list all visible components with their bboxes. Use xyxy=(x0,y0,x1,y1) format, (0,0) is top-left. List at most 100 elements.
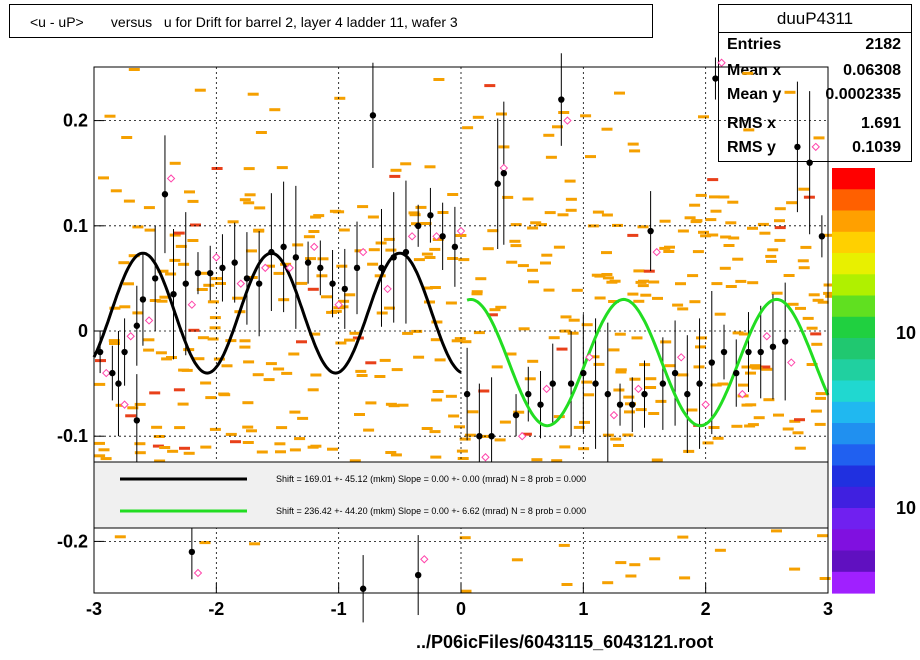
histogram-cell xyxy=(551,459,563,463)
histogram-cell xyxy=(541,253,553,257)
profile-point xyxy=(151,275,159,282)
profile-point xyxy=(537,401,544,408)
histogram-cell xyxy=(803,195,815,199)
profile-point xyxy=(439,233,446,240)
profile-point xyxy=(304,259,312,266)
histogram-cell xyxy=(424,256,436,259)
histogram-cell xyxy=(806,462,818,466)
profile-point xyxy=(359,585,367,592)
profile-point xyxy=(671,369,679,377)
open-marker xyxy=(481,453,490,462)
histogram-cell xyxy=(610,437,622,441)
histogram-cell xyxy=(494,438,506,442)
profile-point xyxy=(745,348,752,356)
histogram-cell xyxy=(527,226,539,230)
histogram-cell xyxy=(374,274,386,278)
histogram-cell xyxy=(797,259,809,263)
histogram-cell xyxy=(149,391,161,395)
histogram-cell xyxy=(459,437,471,441)
histogram-cell xyxy=(447,193,459,196)
histogram-cell xyxy=(602,503,614,506)
histogram-cell xyxy=(169,258,181,262)
histogram-cell xyxy=(513,410,525,414)
histogram-cell xyxy=(524,377,536,381)
histogram-cell xyxy=(615,370,627,374)
histogram-cell xyxy=(243,201,255,205)
palette-cell xyxy=(832,253,875,275)
histogram-cell xyxy=(774,207,786,211)
histogram-cell xyxy=(789,567,801,571)
histogram-cell xyxy=(307,445,319,449)
histogram-cell xyxy=(234,310,246,314)
histogram-cell xyxy=(679,576,691,580)
open-marker xyxy=(563,116,572,125)
histogram-cell xyxy=(430,338,442,342)
histogram-cell xyxy=(421,252,433,256)
histogram-cell xyxy=(689,300,701,304)
title-box: <u - uP> versus u for Drift for barrel 2… xyxy=(9,4,653,38)
histogram-cell xyxy=(181,368,193,372)
histogram-cell xyxy=(478,389,490,393)
histogram-cell xyxy=(609,279,621,283)
histogram-cell xyxy=(296,281,308,285)
histogram-cell xyxy=(655,399,667,403)
histogram-cell xyxy=(104,114,116,118)
histogram-cell xyxy=(431,398,443,402)
histogram-cell xyxy=(374,375,386,378)
histogram-cell xyxy=(389,174,401,178)
histogram-cell xyxy=(561,583,573,586)
profile-point xyxy=(592,380,599,387)
histogram-cell xyxy=(310,373,322,377)
histogram-cell xyxy=(700,234,712,238)
histogram-cell xyxy=(528,280,539,284)
histogram-cell xyxy=(190,223,201,227)
histogram-cell xyxy=(543,133,555,137)
histogram-cell xyxy=(131,489,143,493)
histogram-cell xyxy=(771,291,783,295)
histogram-cell xyxy=(179,446,190,450)
stat-row-rms-y: RMS y 0.1039 xyxy=(719,139,911,163)
histogram-cell xyxy=(565,208,577,212)
histogram-cell xyxy=(289,410,301,414)
histogram-cell xyxy=(693,365,705,369)
histogram-cell xyxy=(594,274,606,278)
open-marker xyxy=(652,247,661,257)
histogram-cell xyxy=(225,432,237,436)
histogram-cell xyxy=(787,302,799,306)
histogram-cell xyxy=(174,426,186,430)
palette-cell xyxy=(832,486,875,509)
histogram-cell xyxy=(583,393,595,397)
histogram-cell xyxy=(115,403,127,407)
histogram-cell xyxy=(317,257,329,261)
histogram-cell xyxy=(123,282,134,286)
histogram-cell xyxy=(635,280,647,284)
palette-cell xyxy=(832,571,875,594)
histogram-cell xyxy=(608,348,620,352)
stat-row-mean-x: Mean x 0.06308 xyxy=(719,62,911,86)
histogram-cell xyxy=(156,299,168,303)
open-marker xyxy=(236,279,246,288)
plot-title: <u - uP> versus u for Drift for barrel 2… xyxy=(30,14,458,30)
histogram-cell xyxy=(109,342,120,345)
histogram-cell xyxy=(717,382,729,386)
histogram-cell xyxy=(445,301,457,305)
profile-point xyxy=(243,275,251,282)
histogram-cell xyxy=(732,331,744,335)
profile-point xyxy=(115,380,122,387)
histogram-cell xyxy=(207,337,219,341)
histogram-cell xyxy=(109,306,121,310)
histogram-cell xyxy=(625,402,636,406)
histogram-cell xyxy=(143,206,155,210)
open-marker xyxy=(634,384,643,394)
profile-point xyxy=(558,96,565,103)
histogram-cell xyxy=(738,383,749,387)
x-tick-label: -3 xyxy=(86,599,102,619)
histogram-cell xyxy=(432,390,444,393)
histogram-cell xyxy=(252,373,264,377)
histogram-cell xyxy=(255,131,267,134)
histogram-cell xyxy=(565,197,577,201)
histogram-cell xyxy=(125,414,137,418)
profile-point xyxy=(329,280,336,287)
histogram-cell xyxy=(400,162,412,166)
profile-point xyxy=(341,285,348,293)
